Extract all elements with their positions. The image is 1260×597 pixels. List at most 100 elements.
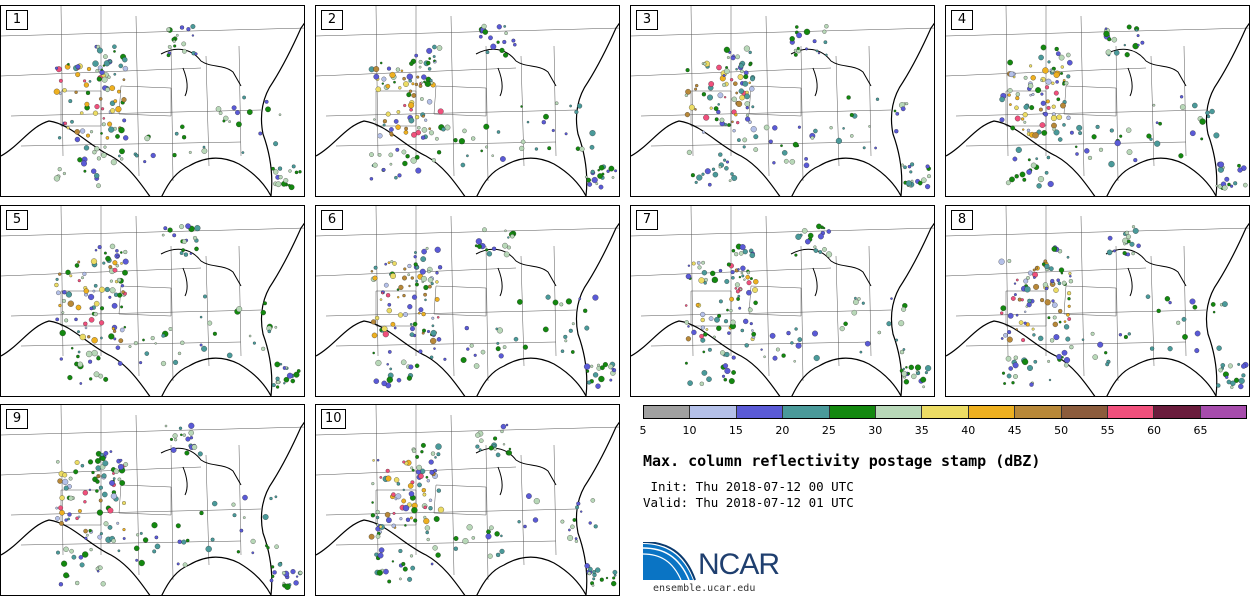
storm-cell: [402, 566, 408, 572]
state-border: [118, 285, 172, 317]
storm-cell: [108, 295, 112, 299]
storm-cell: [418, 307, 424, 313]
storm-cell: [1023, 278, 1029, 284]
storm-cell: [717, 103, 720, 106]
storm-cell: [534, 147, 539, 151]
storm-cell: [431, 158, 436, 163]
colorbar-segment: [736, 406, 784, 418]
storm-cell: [83, 79, 87, 83]
storm-cell: [109, 279, 113, 283]
storm-cell: [82, 271, 87, 276]
storm-cell: [402, 160, 408, 167]
storm-cell: [902, 367, 905, 371]
storm-cell: [371, 332, 378, 339]
storm-cell: [180, 433, 183, 437]
storm-cell: [726, 56, 730, 59]
reflectivity-map: [946, 206, 1249, 396]
storm-cell: [133, 545, 140, 552]
reflectivity-map: [1, 206, 304, 396]
storm-cell: [435, 443, 442, 450]
storm-cell: [687, 380, 693, 386]
storm-cell: [99, 286, 105, 293]
state-border: [1, 426, 304, 436]
storm-cell: [599, 577, 604, 582]
storm-cell: [1041, 130, 1048, 136]
storm-cell: [713, 106, 719, 111]
storm-cell: [97, 245, 102, 250]
storm-cell: [413, 255, 417, 259]
storm-cell: [1067, 291, 1072, 296]
storm-cell: [74, 460, 80, 465]
member-label: 6: [321, 210, 343, 230]
storm-cell: [58, 303, 62, 308]
storm-cell: [109, 287, 116, 294]
storm-cell: [107, 75, 111, 79]
storm-cell: [414, 282, 419, 287]
state-border: [800, 45, 804, 182]
storm-cell: [1007, 312, 1014, 319]
storm-cell: [502, 345, 507, 349]
storm-cell: [403, 103, 407, 108]
storm-cell: [377, 153, 382, 157]
storm-cell: [393, 326, 397, 330]
storm-cell: [369, 177, 374, 181]
storm-cell: [118, 63, 124, 69]
storm-cell: [589, 144, 595, 150]
storm-cell: [201, 148, 208, 154]
storm-cell: [1136, 34, 1140, 38]
storm-cell: [108, 126, 115, 133]
storm-cell: [694, 180, 698, 184]
storm-cell: [590, 498, 596, 503]
storm-cell: [56, 290, 61, 296]
storm-cell: [1224, 176, 1230, 182]
storm-cell: [111, 327, 115, 331]
storm-cell: [266, 546, 270, 550]
storm-cell: [741, 274, 745, 278]
storm-cell: [694, 108, 697, 111]
storm-cell: [100, 455, 106, 462]
ncar-logo-icon: [643, 542, 696, 581]
storm-cell: [95, 489, 99, 493]
reflectivity-map: [1, 6, 304, 196]
storm-cell: [750, 126, 757, 133]
storm-cell: [502, 242, 508, 249]
storm-cell: [925, 365, 932, 372]
storm-cell: [737, 74, 744, 80]
storm-cell: [381, 82, 384, 85]
storm-cell: [739, 244, 746, 251]
member-panel-4: 4: [945, 5, 1250, 197]
storm-cell: [1238, 383, 1244, 390]
storm-cell: [435, 280, 439, 284]
storm-cell: [57, 167, 62, 172]
storm-cell: [408, 364, 414, 370]
storm-cell: [1009, 103, 1012, 106]
storm-cell: [63, 485, 69, 491]
storm-cell: [1137, 43, 1140, 47]
storm-cell: [376, 458, 380, 462]
storm-cell: [753, 147, 759, 152]
storm-cell: [1158, 121, 1162, 126]
storm-cell: [1007, 330, 1012, 335]
storm-cell: [123, 135, 129, 141]
storm-cell: [862, 146, 866, 150]
storm-cell: [1032, 268, 1036, 272]
storm-cell: [900, 106, 906, 112]
storm-cell: [547, 146, 552, 151]
storm-cell: [1220, 363, 1226, 368]
coastline: [946, 222, 1249, 396]
storm-cell: [1026, 169, 1032, 175]
storm-cell: [381, 380, 387, 387]
storm-cell: [421, 74, 427, 80]
storm-cell: [191, 34, 195, 37]
storm-cell: [724, 351, 730, 358]
storm-cell: [94, 173, 100, 179]
storm-cell: [1040, 100, 1046, 106]
storm-cell: [1222, 301, 1228, 307]
storm-cell: [523, 524, 527, 529]
storm-cell: [1126, 24, 1132, 30]
storm-cell: [118, 338, 124, 344]
storm-cell: [293, 371, 300, 378]
storm-cell: [587, 571, 592, 576]
storm-cell: [261, 346, 266, 351]
storm-cell: [117, 292, 123, 298]
